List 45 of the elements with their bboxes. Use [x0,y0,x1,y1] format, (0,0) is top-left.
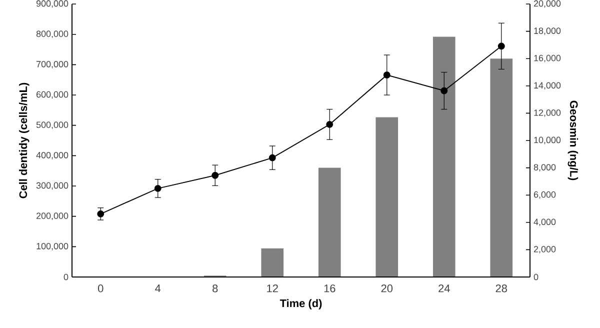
bar [376,117,398,277]
point [212,172,219,179]
point [383,71,390,78]
bar [318,168,341,277]
y-tick-label: 600,000 [36,91,68,99]
point [154,184,162,192]
x-tick-label: 12 [267,284,278,292]
bar [261,248,284,277]
y2-tick-label: 4,000 [534,218,556,226]
y-tick-label: 300,000 [36,182,68,190]
point [498,42,505,50]
y-tick-label: 0 [64,274,68,280]
x-tick-label: 8 [212,284,218,292]
point [268,154,276,162]
y-tick-label: 100,000 [36,242,68,250]
x-axis-title: Time (d) [280,299,322,310]
y-tick-label: 700,000 [36,60,68,68]
x-tick-label: 0 [98,284,104,292]
point [326,120,334,128]
y2-tick-label: 16,000 [534,54,561,62]
y2-axis-title: Geosmin (ng/L) [568,100,578,180]
y-axis-title: Cell dentidy (cells/mL) [19,82,30,198]
point [97,210,104,218]
point [440,87,448,94]
y-tick-label: 900,000 [36,0,68,8]
x-tick-label: 24 [438,284,450,292]
y-tick-label: 400,000 [36,152,68,160]
bar [432,36,456,277]
x-tick-label: 28 [496,284,507,292]
y2-tick-label: 2,000 [534,246,556,254]
x-tick-label: 20 [381,284,393,292]
y-tick-label: 500,000 [36,122,68,130]
y2-tick-label: 14,000 [534,82,561,90]
x-tick-label: 16 [324,284,336,292]
y2-tick-label: 6,000 [534,191,556,199]
bar [490,58,513,277]
y-tick-label: 800,000 [36,30,68,38]
y2-tick-label: 18,000 [534,28,561,35]
y2-tick-label: 12,000 [534,109,561,117]
y2-tick-label: 10,000 [534,136,561,144]
y2-tick-label: 20,000 [534,0,561,8]
y2-tick-label: 0 [534,274,538,280]
y-tick-label: 200,000 [36,212,68,220]
y2-tick-label: 8,000 [534,164,556,172]
x-tick-label: 4 [155,284,161,292]
